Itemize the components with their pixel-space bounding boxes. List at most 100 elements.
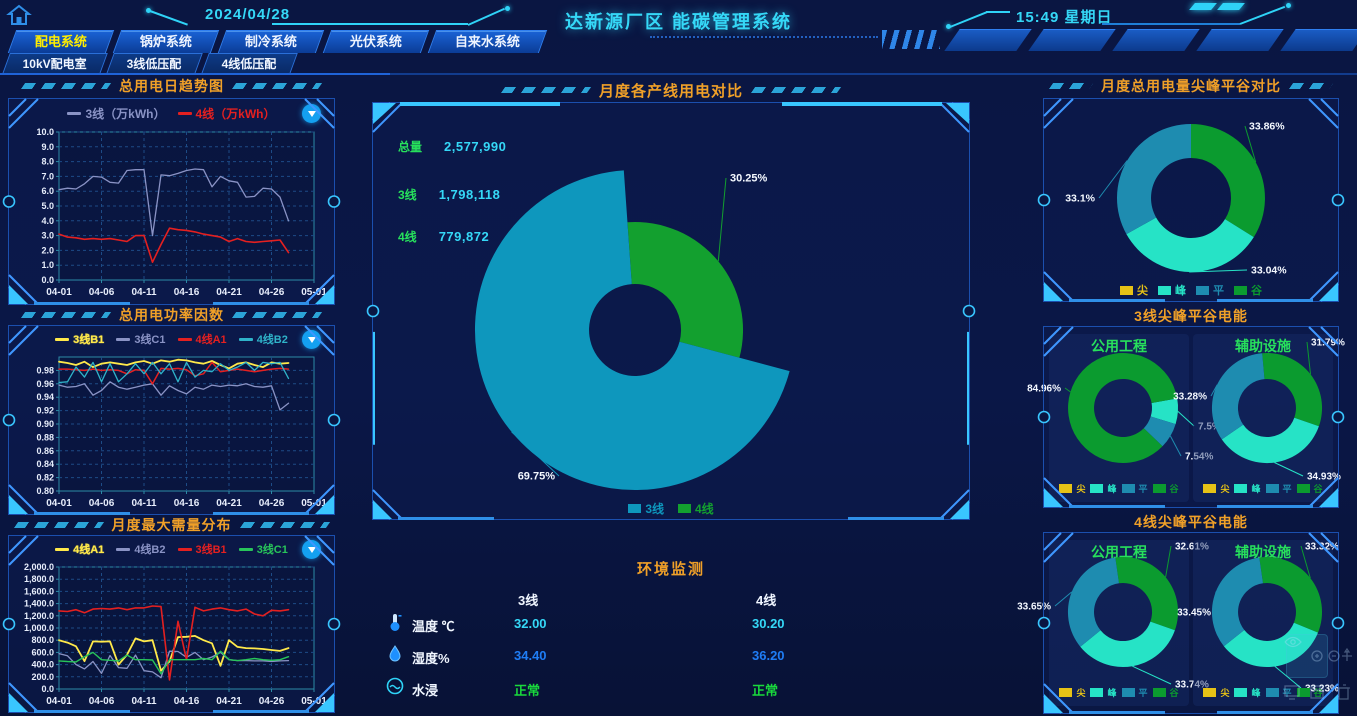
legend-label: 峰 — [1107, 484, 1117, 494]
svg-text:6.0: 6.0 — [41, 186, 54, 196]
svg-text:04-16: 04-16 — [174, 287, 200, 298]
tab-refrigeration[interactable]: 制冷系统 — [217, 30, 325, 53]
panel-dropdown-button[interactable] — [302, 330, 321, 349]
rose-pie-chart: 30.25% 69.75% — [474, 170, 790, 491]
legend-label: 3线B1 — [73, 334, 105, 346]
panel-title: 月度最大需量分布 — [8, 515, 335, 535]
env-value: 34.40 — [514, 648, 547, 663]
panel-max-demand: 月度最大需量分布 4线A1 4线B2 3线B1 3线C1 2,000.0 1,800.0… — [2, 515, 341, 713]
legend-item[interactable]: 尖 — [1120, 282, 1148, 298]
panel-production-line-comparison: 月度各产线用电对比 总量 2,577,990 3线 1,798,118 4线 779,… — [366, 80, 976, 520]
svg-text:04-01: 04-01 — [46, 696, 72, 707]
legend-item[interactable]: 4线B2 — [238, 331, 288, 347]
legend-item[interactable]: 3线C1 — [116, 331, 166, 347]
svg-text:0.82: 0.82 — [36, 473, 54, 483]
subtab-line4-lv[interactable]: 4线低压配 — [200, 53, 298, 74]
water-immersion-icon — [386, 677, 404, 695]
subtab-line3-lv[interactable]: 3线低压配 — [106, 53, 203, 74]
legend-item[interactable]: 平 — [1196, 282, 1224, 298]
svg-text:33.1%: 33.1% — [1065, 193, 1095, 205]
env-column-line3: 3线 — [518, 593, 539, 608]
legend-item[interactable]: 谷 — [1152, 482, 1179, 495]
tab-power-distribution[interactable]: 配电系统 — [7, 30, 115, 53]
panel-dropdown-button[interactable] — [302, 540, 321, 559]
panel-tou-line3: 3线尖峰平谷电能 公用工程 7.5% 7.54% 84.96% 尖峰平谷 辅助设施 … — [1027, 306, 1345, 508]
legend-item[interactable]: 3线B1 — [177, 541, 227, 557]
legend-item[interactable]: 4线A1 — [177, 331, 227, 347]
decor-dot — [1286, 3, 1291, 8]
svg-text:33.28%: 33.28% — [1173, 392, 1207, 403]
svg-text:33.32%: 33.32% — [1305, 542, 1339, 553]
legend-item[interactable]: 4线（万kWh） — [177, 105, 276, 122]
legend-item[interactable]: 3线 — [628, 500, 664, 517]
svg-text:04-21: 04-21 — [216, 696, 242, 707]
legend-item[interactable]: 3线B1 — [55, 331, 104, 347]
legend-swatch — [1059, 688, 1073, 697]
move-icon — [1342, 647, 1352, 661]
svg-text:4.0: 4.0 — [41, 216, 54, 226]
legend-item[interactable]: 3线C1 — [238, 541, 288, 557]
legend-swatch — [1265, 484, 1279, 493]
legend-item[interactable]: 平 — [1265, 686, 1292, 699]
panel-dropdown-button[interactable] — [302, 104, 321, 123]
panel-tou-total: 月度总用电量尖峰平谷对比 33.86% 33.04% 33.1% 尖 峰 平 谷 — [1037, 76, 1345, 302]
legend-item[interactable]: 峰 — [1090, 482, 1117, 495]
legend-item[interactable]: 尖 — [1059, 482, 1085, 495]
legend-item[interactable]: 4线 — [678, 500, 714, 517]
legend-label: 尖 — [1137, 285, 1148, 297]
decor-line — [986, 11, 1010, 13]
svg-text:0.98: 0.98 — [36, 365, 54, 375]
svg-text:04-26: 04-26 — [259, 696, 285, 707]
legend-item[interactable]: 3线（万kWh） — [67, 105, 166, 122]
legend-item[interactable]: 平 — [1121, 482, 1148, 495]
legend-swatch — [238, 337, 253, 341]
legend-item[interactable]: 尖 — [1203, 482, 1229, 495]
line4-public-works-donut: 32.61%33.74%33.65% — [1017, 542, 1209, 691]
svg-text:1,000.0: 1,000.0 — [24, 623, 54, 633]
panel-frame: 33.86% 33.04% 33.1% 尖 峰 平 谷 — [1037, 98, 1345, 302]
legend-item[interactable]: 谷 — [1152, 686, 1179, 699]
legend-swatch — [177, 547, 192, 551]
legend-item[interactable]: 峰 — [1234, 686, 1261, 699]
svg-text:0.0: 0.0 — [41, 275, 54, 285]
panel-title: 月度各产线用电对比 — [372, 80, 970, 100]
legend-item[interactable]: 平 — [1121, 686, 1148, 699]
svg-text:04-21: 04-21 — [216, 498, 242, 509]
legend-label: 峰 — [1251, 484, 1261, 494]
legend-item[interactable]: 平 — [1265, 482, 1292, 495]
svg-text:04-26: 04-26 — [259, 498, 285, 509]
legend-label: 谷 — [1169, 484, 1179, 494]
legend-item[interactable]: 尖 — [1059, 686, 1085, 699]
legend-swatch — [1152, 688, 1166, 697]
legend-swatch — [1121, 688, 1135, 697]
panel-title: 总用电功率因数 — [8, 305, 335, 325]
home-icon[interactable] — [6, 4, 32, 26]
legend-item[interactable]: 谷 — [1234, 282, 1262, 298]
eye-button[interactable] — [1286, 634, 1328, 678]
legend-item[interactable]: 4线A1 — [55, 541, 104, 557]
legend-swatch — [1265, 688, 1279, 697]
legend-label: 谷 — [1313, 688, 1323, 698]
legend-item[interactable]: 尖 — [1203, 686, 1229, 699]
decor-parallelogram — [1280, 29, 1357, 51]
tab-photovoltaic[interactable]: 光伏系统 — [322, 30, 430, 53]
legend-item[interactable]: 谷 — [1296, 686, 1323, 699]
legend-item[interactable]: 谷 — [1296, 482, 1323, 495]
tab-boiler[interactable]: 锅炉系统 — [112, 30, 220, 53]
legend-item[interactable]: 峰 — [1158, 282, 1186, 298]
chart-legend: 尖峰平谷 — [1049, 686, 1189, 699]
legend-item[interactable]: 峰 — [1234, 482, 1261, 495]
svg-text:33.04%: 33.04% — [1251, 265, 1287, 277]
panel-power-factor: 总用电功率因数 3线B1 3线C1 4线A1 4线B2 0.98 0.96 0.94 0.9… — [2, 305, 341, 515]
legend-item[interactable]: 峰 — [1090, 686, 1117, 699]
tab-tap-water[interactable]: 自来水系统 — [427, 30, 548, 53]
legend-swatch — [1152, 484, 1166, 493]
svg-text:04-26: 04-26 — [259, 287, 285, 298]
subtab-10kv-room[interactable]: 10kV配电室 — [2, 53, 108, 74]
legend-item[interactable]: 4线B2 — [116, 541, 166, 557]
env-row-label: 温度 ℃ — [412, 619, 455, 634]
subpanel-public-works: 公用工程 7.5% 7.54% 84.96% 尖峰平谷 — [1027, 334, 1221, 502]
panel-frame: 总量 2,577,990 3线 1,798,118 4线 779,872 30.25%… — [366, 102, 976, 520]
svg-text:33.45%: 33.45% — [1177, 608, 1211, 619]
